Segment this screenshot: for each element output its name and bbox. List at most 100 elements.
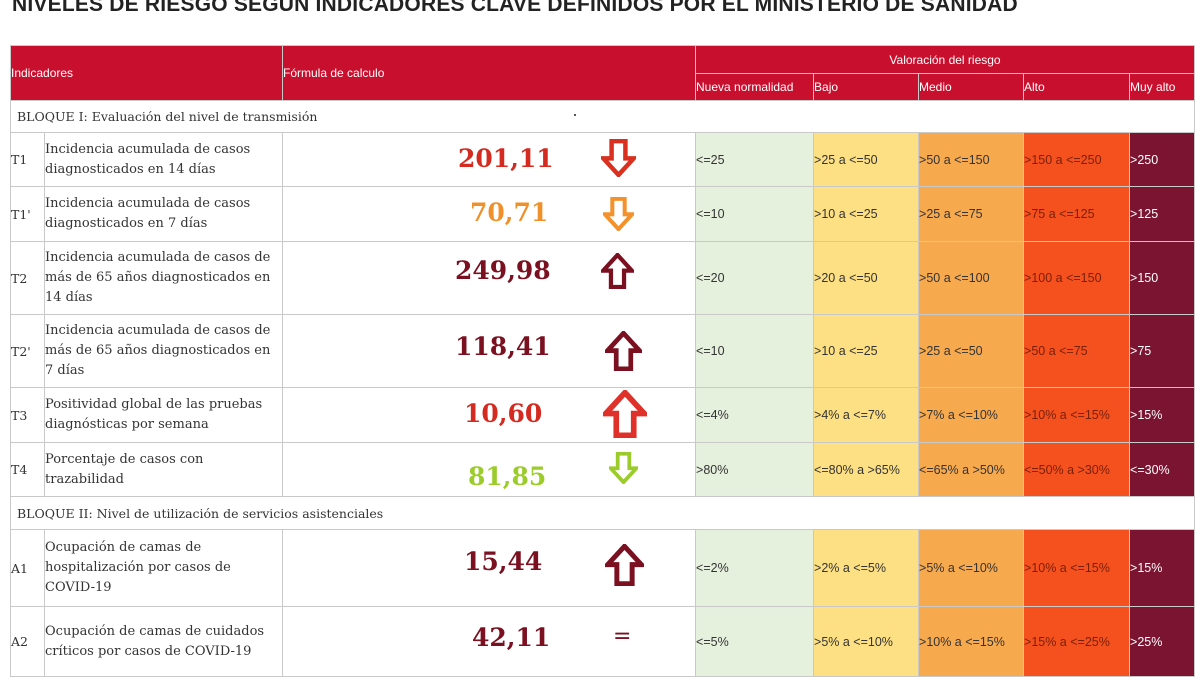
range-alto: >75 a <=125 (1023, 186, 1131, 242)
risk-indicators-table: Indicadores Fórmula de calculo Valoració… (9, 45, 1196, 677)
range-muy-alto: <=30% (1129, 442, 1196, 497)
block-row: BLOQUE I: Evaluación del nivel de transm… (9, 100, 1196, 133)
indicator-code: T4 (10, 442, 45, 497)
header-indicadores: Indicadores (9, 45, 284, 101)
table-row: A1 Ocupación de camas de hospitalización … (10, 529, 1196, 607)
header-level-nueva-normalidad: Nueva normalidad (695, 73, 815, 101)
range-bajo: <=80% a >65% (813, 442, 920, 497)
range-muy-alto: >125 (1129, 186, 1196, 242)
block-label: BLOQUE II: Nivel de utilización de servi… (9, 496, 1196, 530)
table-row: T2' Incidencia acumulada de casos de más … (10, 314, 1196, 388)
range-nueva-normalidad: <=2% (695, 529, 815, 607)
indicator-value: 10,60 (464, 399, 543, 428)
range-medio: >50 a <=100 (918, 241, 1025, 315)
table-row: T2 Incidencia acumulada de casos de más d… (10, 241, 1196, 315)
range-bajo: >25 a <=50 (813, 132, 920, 187)
header-formula: Fórmula de calculo (282, 45, 697, 101)
page-title: NIVELES DE RIESGO SEGÚN INDICADORES CLAV… (12, 0, 1018, 16)
range-muy-alto: >15% (1129, 529, 1196, 607)
indicator-value: 15,44 (464, 547, 543, 576)
indicator-code: T2 (10, 241, 45, 315)
block-label: BLOQUE I: Evaluación del nivel de transm… (9, 100, 1196, 133)
arrow-down-icon (600, 196, 637, 235)
header-level-alto: Alto (1023, 73, 1131, 101)
range-alto: >15% a <=25% (1023, 606, 1131, 677)
indicator-value: 81,85 (468, 462, 547, 491)
table-row: T3 Positividad global de las pruebas diag… (10, 387, 1196, 443)
range-muy-alto: >25% (1129, 606, 1196, 677)
formula-cell: 15,44 (282, 529, 697, 607)
range-medio: >5% a <=10% (918, 529, 1025, 607)
range-medio: >10% a <=15% (918, 606, 1025, 677)
indicator-value: 201,11 (458, 144, 554, 173)
range-muy-alto: >15% (1129, 387, 1196, 443)
indicator-description: Incidencia acumulada de casos diagnostic… (43, 132, 284, 187)
range-alto: >150 a <=250 (1023, 132, 1131, 187)
range-medio: >25 a <=50 (918, 314, 1025, 388)
range-bajo: >4% a <=7% (813, 387, 920, 443)
arrow-down-icon (606, 451, 641, 488)
indicator-description: Incidencia acumulada de casos de más de … (43, 314, 284, 388)
range-alto: <=50% a >30% (1023, 442, 1131, 497)
indicator-description: Porcentaje de casos con trazabilidad (43, 442, 284, 497)
indicator-code: T1' (10, 186, 45, 242)
formula-cell: 201,11 (282, 132, 697, 187)
table-row: T4 Porcentaje de casos con trazabilidad 81… (10, 442, 1196, 497)
range-nueva-normalidad: <=5% (695, 606, 815, 677)
equals-icon: = (613, 624, 632, 649)
range-bajo: >5% a <=10% (813, 606, 920, 677)
range-nueva-normalidad: <=20 (695, 241, 815, 315)
indicator-value: 42,11 (472, 623, 551, 652)
indicator-description: Incidencia acumulada de casos diagnostic… (43, 186, 284, 242)
range-nueva-normalidad: <=4% (695, 387, 815, 443)
indicator-value: 118,41 (455, 332, 551, 361)
header-valoracion: Valoración del riesgo (695, 45, 1196, 74)
range-alto: >10% a <=15% (1023, 387, 1131, 443)
header-level-muy-alto: Muy alto (1129, 73, 1196, 101)
range-alto: >50 a <=75 (1023, 314, 1131, 388)
range-medio: <=65% a >50% (918, 442, 1025, 497)
arrow-down-icon (598, 138, 639, 181)
range-nueva-normalidad: <=25 (695, 132, 815, 187)
table-row: T1' Incidencia acumulada de casos diagnos… (10, 186, 1196, 242)
indicator-code: A1 (10, 529, 45, 607)
range-nueva-normalidad: <=10 (695, 186, 815, 242)
indicator-code: T3 (10, 387, 45, 443)
indicator-description: Incidencia acumulada de casos de más de … (43, 241, 284, 315)
indicator-value: 70,71 (470, 198, 549, 227)
arrow-up-icon (599, 388, 651, 442)
range-medio: >25 a <=75 (918, 186, 1025, 242)
range-muy-alto: >250 (1129, 132, 1196, 187)
formula-cell: 249,98 (282, 241, 697, 315)
indicator-value: 249,98 (455, 256, 551, 285)
table-body: BLOQUE I: Evaluación del nivel de transm… (9, 100, 1196, 677)
indicator-description: Ocupación de camas de cuidados críticos … (43, 606, 284, 677)
range-nueva-normalidad: >80% (695, 442, 815, 497)
header-level-medio: Medio (918, 73, 1025, 101)
indicator-code: T1 (10, 132, 45, 187)
block-row: BLOQUE II: Nivel de utilización de servi… (9, 496, 1196, 530)
range-alto: >100 a <=150 (1023, 241, 1131, 315)
range-bajo: >10 a <=25 (813, 314, 920, 388)
arrow-up-icon (598, 251, 637, 293)
formula-cell: 118,41 (282, 314, 697, 388)
table-row: A2 Ocupación de camas de cuidados crítico… (10, 606, 1196, 677)
range-medio: >50 a <=150 (918, 132, 1025, 187)
range-bajo: >10 a <=25 (813, 186, 920, 242)
range-muy-alto: >150 (1129, 241, 1196, 315)
arrow-up-icon (602, 329, 645, 375)
indicator-description: Ocupación de camas de hospitalización po… (43, 529, 284, 607)
formula-cell: 10,60 (282, 387, 697, 443)
indicator-code: A2 (10, 606, 45, 677)
range-nueva-normalidad: <=10 (695, 314, 815, 388)
range-bajo: >2% a <=5% (813, 529, 920, 607)
indicator-description: Positividad global de las pruebas diagnó… (43, 387, 284, 443)
stray-dot (574, 114, 576, 116)
formula-cell: 70,71 (282, 186, 697, 242)
indicator-code: T2' (10, 314, 45, 388)
range-bajo: >20 a <=50 (813, 241, 920, 315)
formula-cell: 42,11 = (282, 606, 697, 677)
range-muy-alto: >75 (1129, 314, 1196, 388)
range-medio: >7% a <=10% (918, 387, 1025, 443)
arrow-up-icon (602, 542, 647, 590)
